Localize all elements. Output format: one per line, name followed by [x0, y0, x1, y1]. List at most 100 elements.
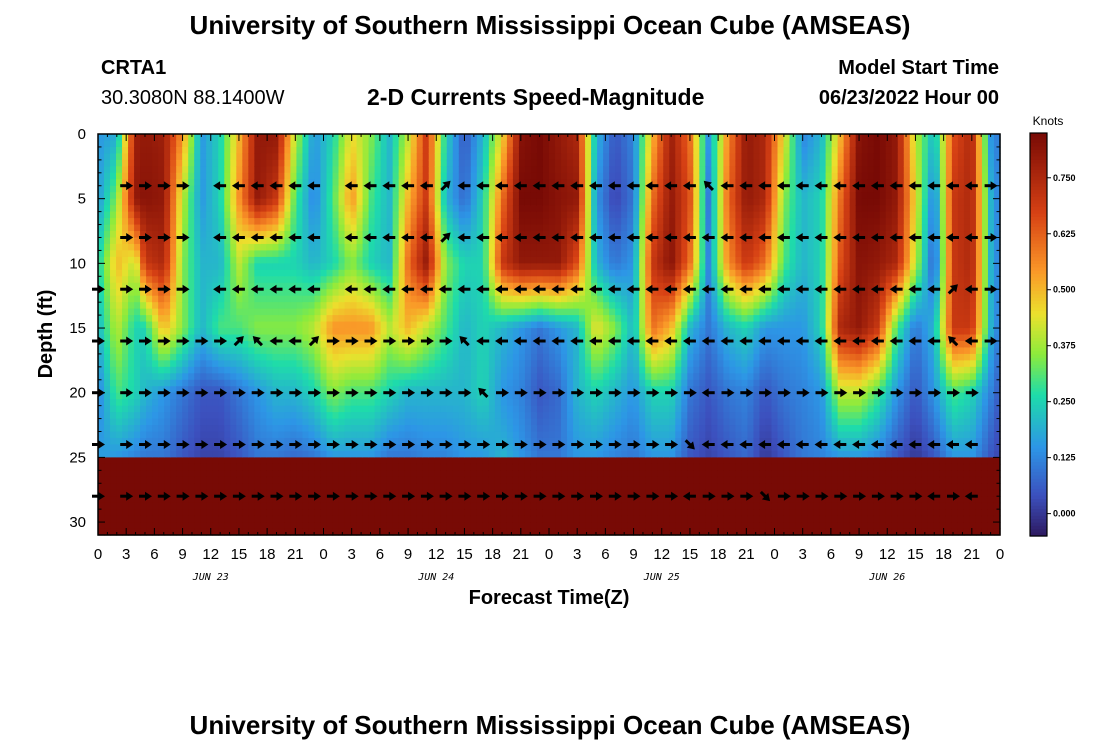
- heatmap-cell: [452, 392, 460, 400]
- heatmap-cell: [248, 250, 255, 258]
- heatmap-cell: [386, 328, 394, 336]
- heatmap-cell: [158, 159, 165, 167]
- heatmap-cell: [140, 282, 147, 290]
- heatmap-cell: [536, 192, 544, 200]
- heatmap-cell: [146, 360, 153, 368]
- heatmap-cell: [326, 250, 334, 258]
- heatmap-cell: [116, 515, 123, 523]
- heatmap-cell: [434, 289, 442, 297]
- heatmap-cell: [224, 328, 231, 336]
- heatmap-cell: [260, 509, 267, 517]
- heatmap-cell: [356, 263, 364, 271]
- heatmap-cell: [452, 379, 460, 387]
- heatmap-cell: [344, 437, 352, 446]
- heatmap-cell: [500, 282, 508, 290]
- heatmap-cell: [290, 166, 298, 174]
- heatmap-cell: [212, 412, 219, 420]
- heatmap-cell: [416, 476, 424, 484]
- heatmap-cell: [104, 321, 111, 329]
- heatmap-cell: [488, 179, 496, 187]
- heatmap-cell: [188, 431, 195, 439]
- heatmap-cell: [218, 282, 225, 290]
- heatmap-cell: [314, 192, 322, 200]
- heatmap-cell: [482, 172, 490, 180]
- heatmap-cell: [158, 340, 165, 349]
- heatmap-cell: [440, 166, 448, 174]
- heatmap-cell: [428, 256, 436, 264]
- heatmap-cell: [206, 321, 213, 329]
- heatmap-cell: [326, 211, 334, 219]
- heatmap-cell: [567, 269, 574, 277]
- heatmap-cell: [158, 522, 165, 530]
- heatmap-cell: [206, 198, 213, 206]
- heatmap-cell: [296, 198, 304, 206]
- heatmap-cell: [482, 250, 490, 258]
- heatmap-cell: [549, 153, 556, 161]
- heatmap-cell: [266, 321, 273, 329]
- heatmap-cell: [512, 444, 520, 452]
- heatmap-cell: [296, 425, 304, 433]
- heatmap-cell: [350, 496, 358, 504]
- heatmap-cell: [368, 218, 376, 226]
- heatmap-cell: [320, 431, 328, 439]
- heatmap-cell: [116, 140, 123, 148]
- heatmap-cell: [206, 476, 213, 484]
- heatmap-cell: [530, 399, 538, 407]
- heatmap-cell: [98, 347, 105, 355]
- heatmap-cell: [110, 205, 117, 213]
- heatmap-cell: [374, 243, 382, 252]
- heatmap-cell: [164, 470, 171, 478]
- heatmap-cell: [488, 483, 496, 491]
- heatmap-cell: [506, 379, 514, 387]
- heatmap-cell: [260, 412, 267, 420]
- heatmap-cell: [164, 295, 171, 303]
- heatmap-cell: [290, 463, 298, 471]
- heatmap-cell: [122, 282, 129, 290]
- heatmap-cell: [146, 528, 153, 536]
- heatmap-cell: [555, 431, 562, 439]
- heatmap-cell: [561, 192, 568, 200]
- heatmap-cell: [561, 134, 568, 142]
- heatmap-cell: [98, 198, 105, 206]
- heatmap-cell: [206, 263, 213, 271]
- heatmap-cell: [122, 198, 129, 206]
- heatmap-cell: [362, 353, 370, 361]
- heatmap-cell: [350, 321, 358, 329]
- heatmap-cell: [122, 470, 129, 478]
- heatmap-cell: [182, 179, 189, 187]
- heatmap-cell: [338, 340, 346, 349]
- heatmap-cell: [392, 502, 400, 510]
- heatmap-cell: [422, 450, 430, 458]
- heatmap-cell: [452, 334, 460, 342]
- heatmap-cell: [344, 308, 352, 316]
- heatmap-cell: [344, 502, 352, 510]
- heatmap-cell: [236, 528, 243, 536]
- heatmap-cell: [356, 418, 364, 426]
- heatmap-cell: [128, 502, 135, 510]
- heatmap-cell: [416, 353, 424, 361]
- heatmap-cell: [368, 328, 376, 336]
- heatmap-cell: [440, 392, 448, 400]
- heatmap-cell: [170, 463, 177, 471]
- heatmap-cell: [512, 315, 520, 323]
- heatmap-cell: [350, 243, 358, 252]
- heatmap-cell: [470, 295, 478, 303]
- heatmap-cell: [128, 172, 135, 180]
- heatmap-cell: [362, 192, 370, 200]
- heatmap-cell: [98, 192, 105, 200]
- heatmap-cell: [549, 256, 556, 264]
- heatmap-cell: [488, 392, 496, 400]
- heatmap-cell: [104, 224, 111, 232]
- heatmap-cell: [482, 373, 490, 381]
- heatmap-cell: [122, 392, 129, 400]
- heatmap-cell: [248, 185, 255, 193]
- heatmap-cell: [152, 437, 159, 446]
- heatmap-cell: [368, 269, 376, 277]
- heatmap-cell: [536, 528, 544, 536]
- heatmap-cell: [404, 470, 412, 478]
- heatmap-cell: [272, 399, 279, 407]
- heatmap-cell: [314, 418, 322, 426]
- heatmap-cell: [549, 198, 556, 206]
- heatmap-cell: [422, 418, 430, 426]
- heatmap-cell: [212, 340, 219, 349]
